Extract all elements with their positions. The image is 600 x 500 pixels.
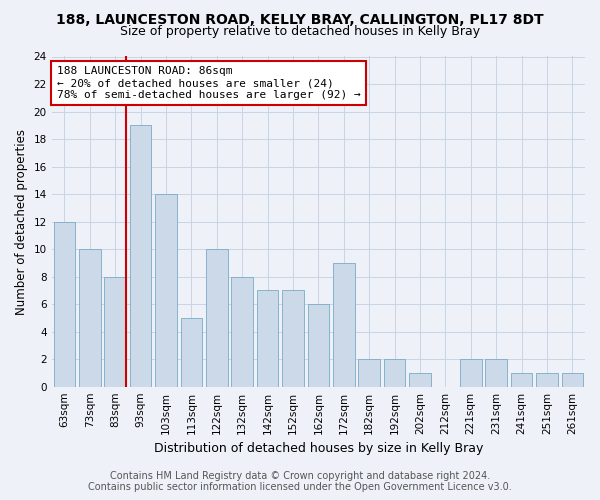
Bar <box>460 359 482 386</box>
Bar <box>308 304 329 386</box>
Bar <box>181 318 202 386</box>
Bar <box>79 249 101 386</box>
Bar <box>155 194 177 386</box>
Text: Contains HM Land Registry data © Crown copyright and database right 2024.
Contai: Contains HM Land Registry data © Crown c… <box>88 471 512 492</box>
Bar <box>485 359 507 386</box>
Bar <box>206 249 227 386</box>
Text: Size of property relative to detached houses in Kelly Bray: Size of property relative to detached ho… <box>120 25 480 38</box>
Bar <box>409 373 431 386</box>
Bar <box>53 222 75 386</box>
Bar <box>104 276 126 386</box>
Bar <box>384 359 406 386</box>
Bar <box>130 126 151 386</box>
Text: 188, LAUNCESTON ROAD, KELLY BRAY, CALLINGTON, PL17 8DT: 188, LAUNCESTON ROAD, KELLY BRAY, CALLIN… <box>56 12 544 26</box>
Bar <box>282 290 304 386</box>
Text: 188 LAUNCESTON ROAD: 86sqm
← 20% of detached houses are smaller (24)
78% of semi: 188 LAUNCESTON ROAD: 86sqm ← 20% of deta… <box>57 66 361 100</box>
Bar <box>232 276 253 386</box>
Bar <box>536 373 557 386</box>
X-axis label: Distribution of detached houses by size in Kelly Bray: Distribution of detached houses by size … <box>154 442 483 455</box>
Bar <box>511 373 532 386</box>
Y-axis label: Number of detached properties: Number of detached properties <box>15 128 28 314</box>
Bar <box>257 290 278 386</box>
Bar <box>333 263 355 386</box>
Bar <box>562 373 583 386</box>
Bar <box>358 359 380 386</box>
